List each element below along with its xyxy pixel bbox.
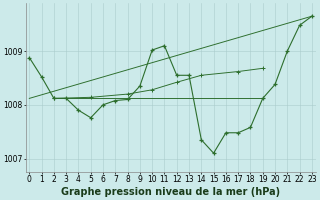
X-axis label: Graphe pression niveau de la mer (hPa): Graphe pression niveau de la mer (hPa) bbox=[61, 187, 280, 197]
